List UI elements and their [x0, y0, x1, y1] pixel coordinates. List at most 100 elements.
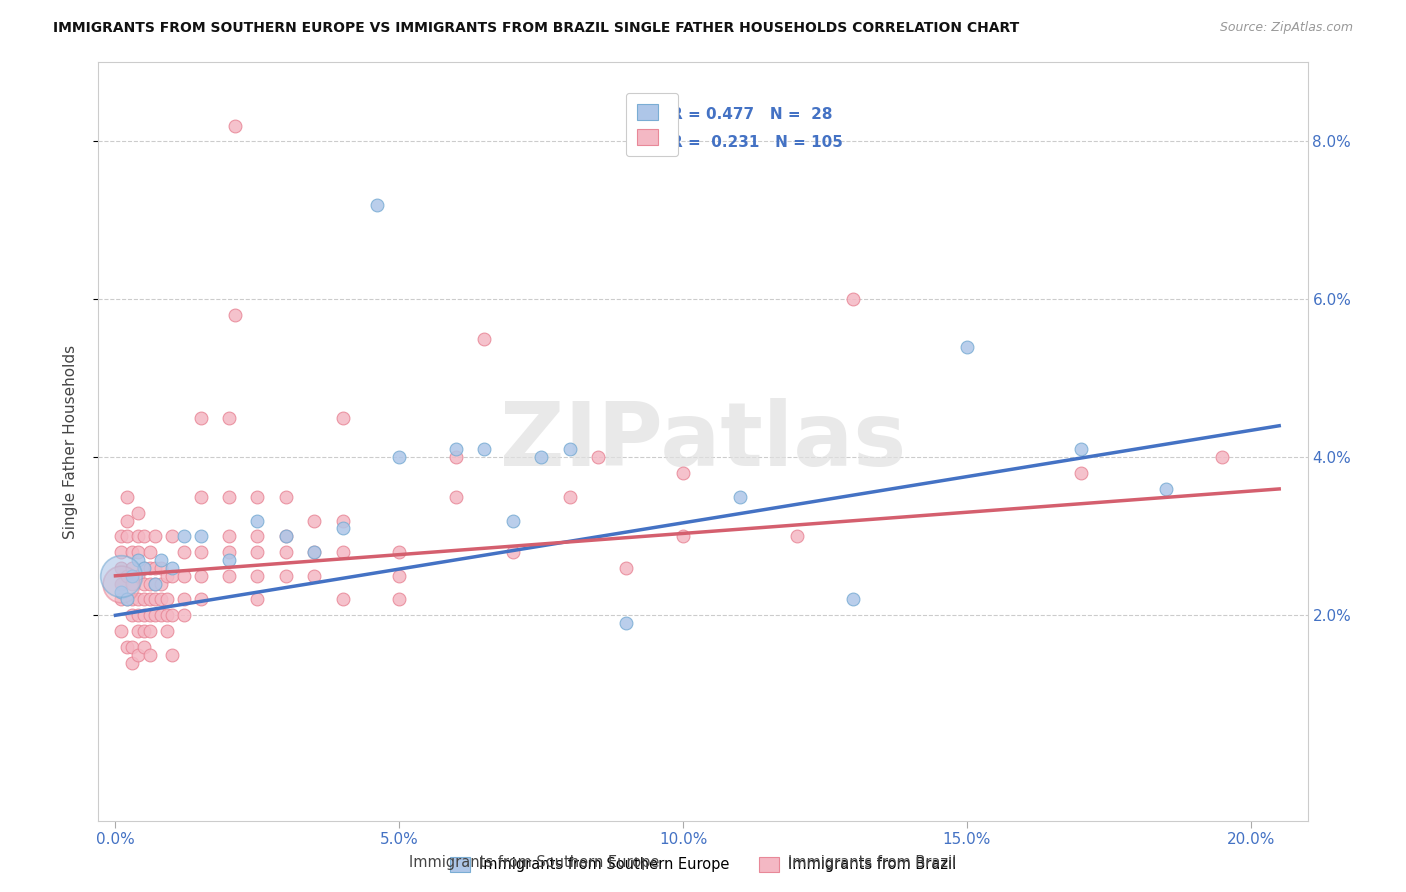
- Point: [474, 332, 496, 346]
- Point: [149, 553, 172, 567]
- Point: [121, 561, 143, 575]
- Point: [332, 514, 354, 528]
- Point: [246, 529, 269, 543]
- Point: [110, 576, 132, 591]
- Point: [190, 545, 212, 559]
- Point: [110, 592, 132, 607]
- Point: [121, 569, 143, 583]
- Point: [138, 592, 160, 607]
- Point: [502, 514, 524, 528]
- Legend: Immigrants from Southern Europe, Immigrants from Brazil: Immigrants from Southern Europe, Immigra…: [443, 849, 963, 880]
- Point: [138, 648, 160, 662]
- Point: [672, 466, 695, 480]
- Point: [110, 576, 132, 591]
- Point: [558, 442, 581, 457]
- Point: [160, 569, 183, 583]
- Point: [115, 514, 138, 528]
- Point: [1069, 442, 1091, 457]
- Point: [115, 592, 138, 607]
- Point: [332, 592, 354, 607]
- Point: [149, 608, 172, 623]
- Point: [302, 569, 325, 583]
- Point: [138, 576, 160, 591]
- Point: [121, 640, 143, 654]
- Point: [127, 648, 149, 662]
- Point: [110, 584, 132, 599]
- Point: [173, 545, 195, 559]
- Point: [274, 545, 297, 559]
- Point: [218, 569, 240, 583]
- Point: [173, 569, 195, 583]
- Point: [160, 529, 183, 543]
- Point: [127, 624, 149, 639]
- Point: [138, 561, 160, 575]
- Point: [155, 592, 177, 607]
- Point: [149, 592, 172, 607]
- Point: [143, 529, 166, 543]
- Point: [190, 410, 212, 425]
- Point: [444, 450, 467, 465]
- Point: [444, 442, 467, 457]
- Point: [138, 624, 160, 639]
- Point: [190, 592, 212, 607]
- Point: [121, 656, 143, 670]
- Point: [155, 569, 177, 583]
- Point: [218, 490, 240, 504]
- Point: [121, 592, 143, 607]
- Point: [132, 592, 155, 607]
- Point: [246, 514, 269, 528]
- Point: [127, 506, 149, 520]
- Point: [246, 592, 269, 607]
- Point: [155, 624, 177, 639]
- Point: [190, 490, 212, 504]
- Point: [956, 340, 979, 354]
- Point: [115, 592, 138, 607]
- Point: [218, 545, 240, 559]
- Point: [127, 569, 149, 583]
- Point: [224, 308, 246, 322]
- Point: [127, 592, 149, 607]
- Point: [502, 545, 524, 559]
- Point: [132, 529, 155, 543]
- Point: [143, 608, 166, 623]
- Point: [218, 553, 240, 567]
- Point: [127, 529, 149, 543]
- Text: ZIPatlas: ZIPatlas: [501, 398, 905, 485]
- Point: [388, 545, 411, 559]
- Point: [672, 529, 695, 543]
- Text: IMMIGRANTS FROM SOUTHERN EUROPE VS IMMIGRANTS FROM BRAZIL SINGLE FATHER HOUSEHOL: IMMIGRANTS FROM SOUTHERN EUROPE VS IMMIG…: [53, 21, 1019, 36]
- Point: [127, 545, 149, 559]
- Point: [110, 624, 132, 639]
- Text: Source: ZipAtlas.com: Source: ZipAtlas.com: [1219, 21, 1353, 35]
- Point: [149, 576, 172, 591]
- Point: [160, 561, 183, 575]
- Point: [143, 576, 166, 591]
- Point: [842, 293, 865, 307]
- Text: Immigrants from Brazil: Immigrants from Brazil: [787, 855, 956, 870]
- Point: [218, 410, 240, 425]
- Point: [388, 569, 411, 583]
- Point: [1069, 466, 1091, 480]
- Point: [332, 545, 354, 559]
- Point: [173, 608, 195, 623]
- Point: [127, 553, 149, 567]
- Point: [132, 561, 155, 575]
- Point: [218, 529, 240, 543]
- Point: [586, 450, 609, 465]
- Text: R = 0.477   N =  28: R = 0.477 N = 28: [671, 107, 832, 122]
- Point: [173, 592, 195, 607]
- Point: [614, 561, 637, 575]
- Point: [115, 529, 138, 543]
- Point: [1154, 482, 1177, 496]
- Point: [110, 529, 132, 543]
- Point: [143, 576, 166, 591]
- Point: [274, 569, 297, 583]
- Point: [614, 616, 637, 631]
- Point: [143, 592, 166, 607]
- Point: [786, 529, 808, 543]
- Y-axis label: Single Father Households: Single Father Households: [63, 344, 77, 539]
- Point: [121, 545, 143, 559]
- Point: [302, 545, 325, 559]
- Point: [115, 569, 138, 583]
- Point: [132, 608, 155, 623]
